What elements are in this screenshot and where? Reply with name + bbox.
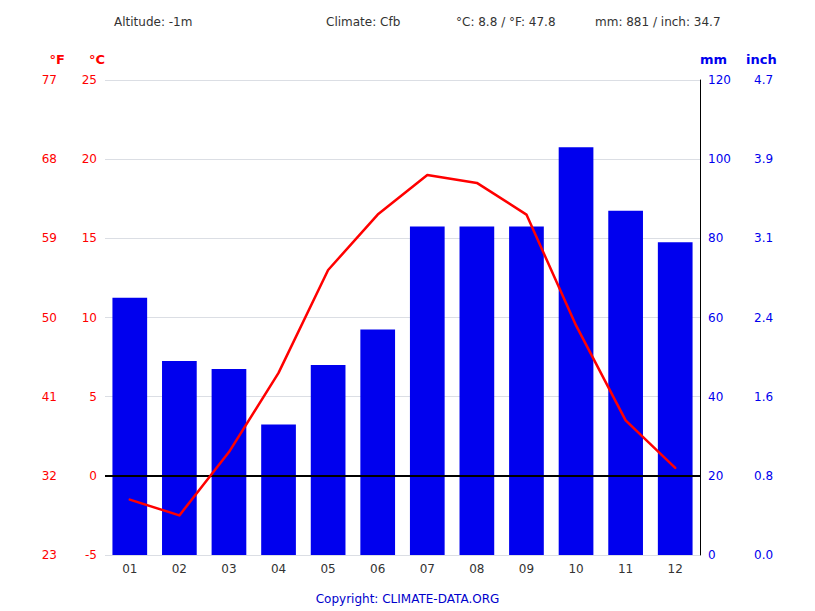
svg-text:0.8: 0.8	[754, 469, 773, 483]
svg-text:10: 10	[82, 311, 97, 325]
svg-text:11: 11	[618, 562, 633, 576]
svg-text:05: 05	[320, 562, 335, 576]
svg-text:0.0: 0.0	[754, 548, 773, 562]
svg-text:77: 77	[42, 73, 57, 87]
svg-text:100: 100	[708, 152, 731, 166]
svg-text:1.6: 1.6	[754, 390, 773, 404]
svg-text:5: 5	[89, 390, 97, 404]
svg-text:01: 01	[122, 562, 137, 576]
svg-text:Altitude: -1m: Altitude: -1m	[114, 15, 192, 29]
svg-text:09: 09	[519, 562, 534, 576]
svg-text:25: 25	[82, 73, 97, 87]
svg-text:04: 04	[271, 562, 286, 576]
svg-text:120: 120	[708, 73, 731, 87]
svg-text:59: 59	[42, 231, 57, 245]
svg-text:20: 20	[708, 469, 723, 483]
svg-text:-5: -5	[85, 548, 97, 562]
svg-text:0: 0	[708, 548, 716, 562]
svg-text:mm: mm	[700, 52, 727, 67]
svg-text:inch: inch	[746, 52, 777, 67]
svg-text:12: 12	[668, 562, 683, 576]
svg-text:3.9: 3.9	[754, 152, 773, 166]
svg-text:3.1: 3.1	[754, 231, 773, 245]
svg-text:Climate: Cfb: Climate: Cfb	[326, 15, 400, 29]
svg-text:03: 03	[221, 562, 236, 576]
svg-text:60: 60	[708, 311, 723, 325]
svg-text:08: 08	[469, 562, 484, 576]
svg-text:15: 15	[82, 231, 97, 245]
svg-text:10: 10	[568, 562, 583, 576]
svg-text:50: 50	[42, 311, 57, 325]
svg-text:07: 07	[420, 562, 435, 576]
svg-text:02: 02	[172, 562, 187, 576]
svg-text:40: 40	[708, 390, 723, 404]
svg-text:32: 32	[42, 469, 57, 483]
svg-text:06: 06	[370, 562, 385, 576]
svg-text:°F: °F	[50, 52, 65, 67]
svg-text:23: 23	[42, 548, 57, 562]
svg-text:0: 0	[89, 469, 97, 483]
svg-text:°C: 8.8 / °F: 47.8: °C: 8.8 / °F: 47.8	[456, 15, 556, 29]
svg-text:20: 20	[82, 152, 97, 166]
svg-text:4.7: 4.7	[754, 73, 773, 87]
svg-text:mm: 881 / inch: 34.7: mm: 881 / inch: 34.7	[595, 15, 721, 29]
svg-text:80: 80	[708, 231, 723, 245]
svg-text:2.4: 2.4	[754, 311, 773, 325]
svg-text:°C: °C	[89, 52, 105, 67]
svg-text:68: 68	[42, 152, 57, 166]
svg-text:41: 41	[42, 390, 57, 404]
svg-text:Copyright: CLIMATE-DATA.ORG: Copyright: CLIMATE-DATA.ORG	[316, 592, 500, 606]
